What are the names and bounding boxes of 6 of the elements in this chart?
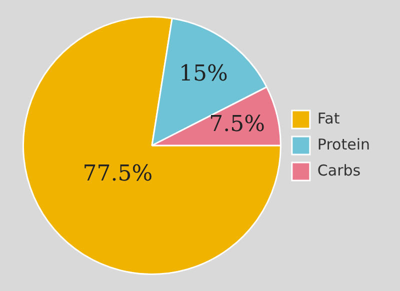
legend-label: Protein bbox=[317, 135, 370, 154]
data-label: 7.5% bbox=[209, 112, 266, 137]
legend-label: Carbs bbox=[317, 161, 361, 180]
legend-label: Fat bbox=[317, 109, 340, 128]
data-label: 15% bbox=[178, 61, 228, 86]
data-label: 77.5% bbox=[82, 161, 153, 186]
